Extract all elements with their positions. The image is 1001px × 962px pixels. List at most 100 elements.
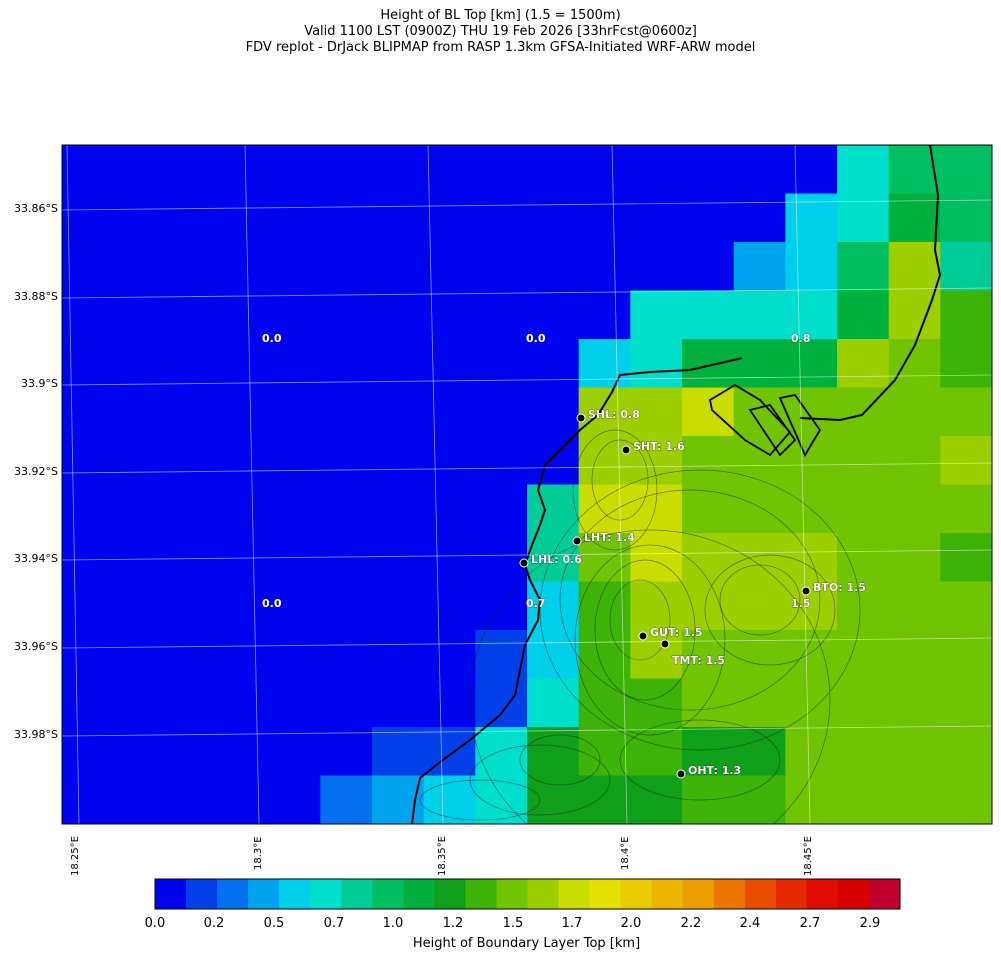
- grid-cell: [268, 193, 321, 243]
- colorbar-swatch: [527, 879, 560, 909]
- stations: SHL: 0.8 SHT: 1.6 LHT: 1.4 LHL: 0.6 BTO:…: [519, 408, 866, 779]
- grid-cell: [527, 727, 580, 777]
- grid-cell: [372, 290, 425, 340]
- grid-cell: [320, 581, 373, 631]
- grid-cell: [940, 630, 992, 680]
- grid-cell: [578, 484, 631, 534]
- colorbar-swatch: [682, 879, 715, 909]
- grid-cell: [940, 387, 992, 437]
- grid-cell: [578, 727, 631, 777]
- grid-cell: [113, 533, 166, 583]
- grid-cell: [475, 484, 528, 534]
- grid-cell: [578, 242, 631, 292]
- grid-cell: [630, 775, 683, 824]
- grid-cell: [630, 630, 683, 680]
- grid-cell: [372, 193, 425, 243]
- colorbar-frame: [154, 878, 901, 910]
- grid-cell: [372, 775, 425, 824]
- colorbar-tick: 0.2: [203, 916, 225, 931]
- colorbar-swatch: [837, 879, 870, 909]
- colorbar-tick: 2.0: [620, 916, 642, 931]
- grid-cell: [217, 484, 270, 534]
- grid-cell: [165, 436, 218, 486]
- grid-cell: [217, 290, 270, 340]
- grid-cell: [733, 193, 786, 243]
- grid-cell: [682, 193, 735, 243]
- grid-cell: [62, 484, 115, 534]
- grid-cell: [682, 630, 735, 680]
- grid-cell: [268, 727, 321, 777]
- grid-cell: [165, 290, 218, 340]
- grid-cell: [785, 630, 838, 680]
- colorbar-tick: 0.5: [263, 916, 285, 931]
- grid-cell: [785, 775, 838, 824]
- grid-cell: [578, 339, 631, 389]
- grid-cell: [372, 678, 425, 728]
- grid-cell: [578, 193, 631, 243]
- grid-cell: [682, 339, 735, 389]
- lat-label: 33.88°S: [14, 290, 58, 303]
- colorbar-tick: 2.2: [680, 916, 702, 931]
- lon-label: 18.45°E: [803, 836, 814, 876]
- colorbar-swatch: [496, 879, 528, 909]
- grid-cell: [527, 436, 580, 486]
- station-label: TMT: 1.5: [672, 654, 725, 667]
- grid-cell: [785, 339, 838, 389]
- station-label: LHT: 1.4: [584, 531, 635, 544]
- grid-cell: [682, 290, 735, 340]
- grid-cell: [630, 727, 683, 777]
- lat-label: 33.9°S: [21, 377, 58, 390]
- grid-cell: [682, 436, 735, 486]
- grid-cell: [837, 242, 890, 292]
- grid-cell: [630, 678, 683, 728]
- grid-cell: [888, 581, 941, 631]
- grid-cell: [217, 145, 270, 195]
- grid-cell: [165, 339, 218, 389]
- grid-cell: [785, 242, 838, 292]
- grid-cell: [217, 678, 270, 728]
- grid-cell: [785, 290, 838, 340]
- grid-cell: [217, 727, 270, 777]
- grid-cell: [475, 242, 528, 292]
- value-label: 0.8: [791, 332, 811, 345]
- grid-cell: [682, 145, 735, 195]
- station-label: SHL: 0.8: [588, 408, 640, 421]
- grid-cell: [837, 339, 890, 389]
- grid-cell: [113, 630, 166, 680]
- grid-cell: [475, 775, 528, 824]
- grid-cell: [527, 484, 580, 534]
- grid-cell: [837, 484, 890, 534]
- grid-cell: [733, 678, 786, 728]
- value-labels: 0.0 0.0 0.8 0.0 0.7 1.5: [262, 332, 811, 611]
- grid-cell: [578, 630, 631, 680]
- grid-cell: [578, 533, 631, 583]
- grid-cell: [113, 775, 166, 824]
- grid-cell: [268, 630, 321, 680]
- grid-cell: [113, 290, 166, 340]
- grid-cell: [320, 533, 373, 583]
- grid-cell: [940, 339, 992, 389]
- lon-label: 18.25°E: [70, 836, 81, 876]
- colorbar-tick: 0.0: [144, 916, 166, 931]
- grid-cell: [320, 727, 373, 777]
- colorbar-title: Height of Boundary Layer Top [km]: [412, 936, 641, 951]
- grid-cell: [940, 727, 992, 777]
- value-grid: [62, 145, 992, 824]
- lon-label: 18.4°E: [620, 836, 631, 870]
- grid-cell: [268, 581, 321, 631]
- grid-cell: [165, 581, 218, 631]
- grid-cell: [630, 581, 683, 631]
- grid-cell: [113, 145, 166, 195]
- colorbar-swatch: [775, 879, 808, 909]
- grid-cell: [320, 775, 373, 824]
- colorbar-swatch: [217, 879, 249, 909]
- lat-label: 33.86°S: [14, 202, 58, 215]
- grid-cell: [423, 484, 476, 534]
- grid-cell: [165, 484, 218, 534]
- grid-cell: [888, 387, 941, 437]
- grid-cell: [62, 630, 115, 680]
- grid-cell: [733, 630, 786, 680]
- grid-cell: [268, 290, 321, 340]
- grid-cell: [578, 678, 631, 728]
- grid-cell: [113, 484, 166, 534]
